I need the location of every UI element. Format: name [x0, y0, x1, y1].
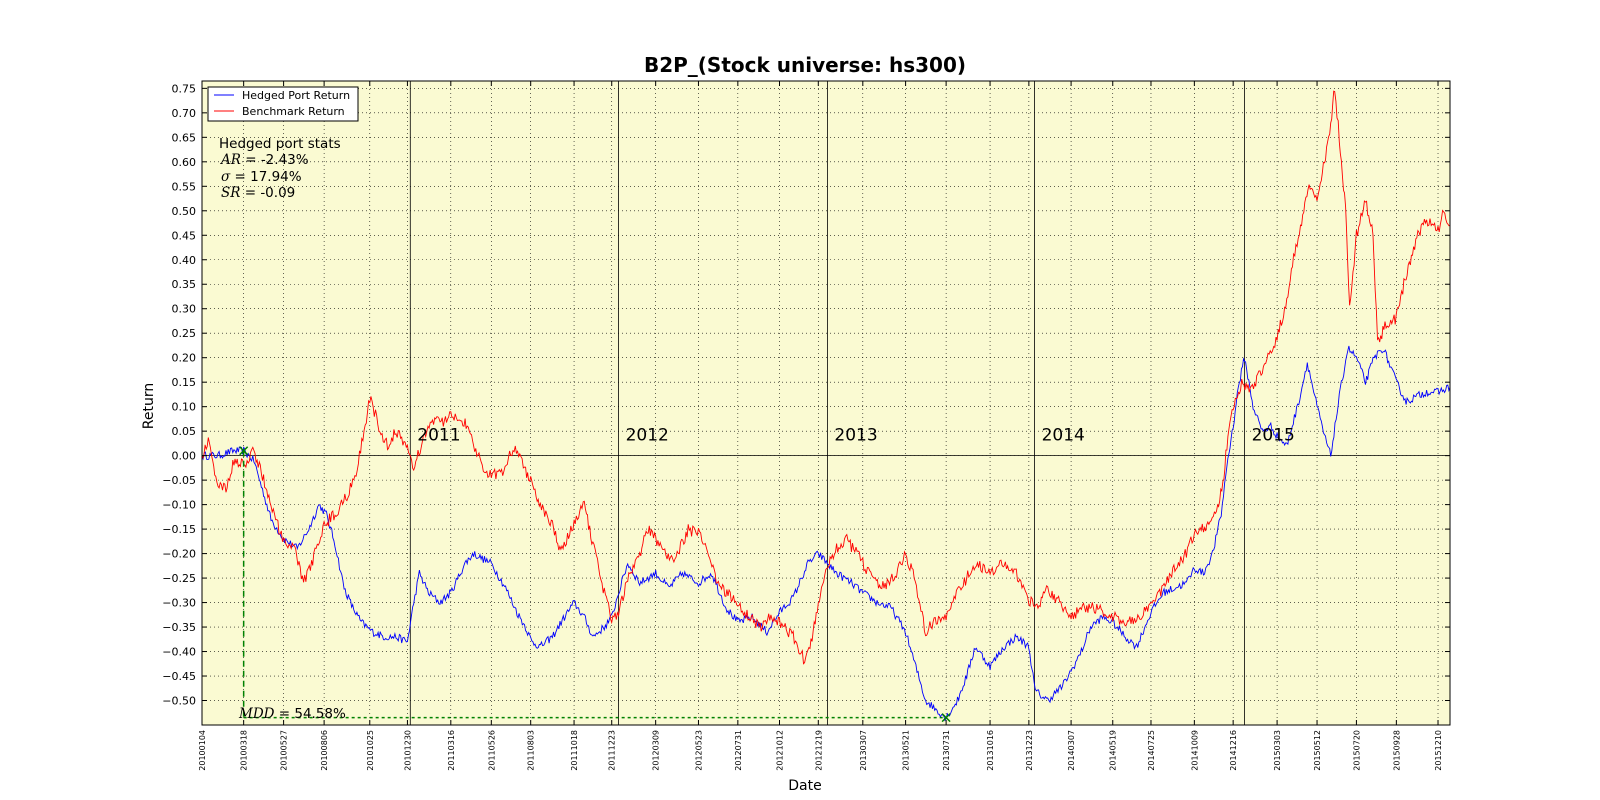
stat-ar-symbol: AR =	[219, 152, 261, 168]
stat-sigma-value: 17.94%	[250, 169, 302, 185]
x-tick-label: 20150720	[1352, 730, 1361, 771]
x-tick-label: 20120309	[652, 730, 661, 771]
stat-mdd-value: 54.58%	[294, 706, 346, 722]
drawdown-markers	[239, 446, 951, 723]
chart-title: B2P_(Stock universe: hs300)	[644, 53, 966, 77]
plot-frame	[201, 80, 1451, 726]
stats-box: Hedged port stats AR = -2.43% σ = 17.94%…	[219, 136, 341, 201]
x-tick-label: 20120523	[694, 730, 703, 771]
x-tick-label: 20100104	[198, 730, 207, 771]
year-lines	[409, 81, 1245, 725]
y-tick-label: −0.45	[162, 670, 196, 683]
y-tick-label: 0.00	[172, 450, 197, 463]
y-tick-label: 0.50	[172, 205, 197, 218]
x-tick-label: 20110316	[447, 730, 456, 771]
x-tick-label: 20140725	[1147, 730, 1156, 771]
y-tick-label: −0.20	[162, 548, 196, 561]
year-label: 2013	[834, 426, 877, 446]
x-tick-label: 20150303	[1273, 730, 1282, 771]
y-tick-label: −0.10	[162, 499, 196, 512]
x-tick-label: 20100806	[320, 730, 329, 771]
x-tick-label: 20140519	[1109, 730, 1118, 771]
y-tick-label: 0.40	[172, 254, 197, 267]
x-tick-label: 20141216	[1229, 730, 1238, 771]
year-label: 2015	[1252, 426, 1295, 446]
x-tick-label: 20100527	[280, 730, 289, 771]
y-axis: −0.50 −0.45 −0.40 −0.35 −0.30 −0.25 −0.20 −0.15…	[162, 82, 1450, 708]
x-tick-label: 20130731	[942, 730, 951, 771]
x-tick-label: 20120731	[734, 730, 743, 771]
y-tick-label: 0.10	[172, 401, 197, 414]
legend-label-benchmark: Benchmark Return	[242, 105, 345, 118]
y-tick-label: 0.45	[172, 229, 197, 242]
series-line-benchmark	[201, 90, 1451, 665]
x-tick-label: 20100318	[240, 730, 249, 771]
y-tick-label: −0.25	[162, 572, 196, 585]
x-tick-label: 20111223	[608, 730, 617, 771]
year-label: 2014	[1042, 426, 1085, 446]
x-tick-label: 20130521	[902, 730, 911, 771]
y-tick-label: 0.20	[172, 352, 197, 365]
x-axis: 20100104 20100318 20100527 20100806 20101025…	[198, 81, 1443, 771]
y-tick-label: 0.30	[172, 303, 197, 316]
x-tick-label: 20111018	[570, 730, 579, 771]
y-tick-label: 0.55	[172, 180, 197, 193]
stat-mdd-symbol: MDD =	[238, 706, 294, 722]
legend-label-hedged: Hedged Port Return	[242, 89, 350, 102]
y-tick-label: 0.35	[172, 278, 197, 291]
stat-sigma-symbol: σ =	[221, 169, 250, 185]
y-axis-label: Return	[141, 383, 157, 429]
stat-ar-value: -2.43%	[261, 152, 309, 168]
x-tick-label: 20101025	[366, 730, 375, 771]
y-tick-label: 0.05	[172, 425, 197, 438]
legend: Hedged Port Return Benchmark Return	[207, 86, 359, 122]
x-tick-label: 20140307	[1067, 730, 1076, 771]
y-tick-label: 0.75	[172, 82, 197, 95]
x-tick-label: 20110526	[487, 730, 496, 771]
peak-marker	[239, 446, 249, 456]
y-tick-label: −0.35	[162, 621, 196, 634]
x-axis-label: Date	[788, 778, 821, 794]
x-tick-label: 20121012	[775, 730, 784, 771]
year-label: 2011	[417, 426, 460, 446]
x-tick-label: 20131016	[986, 730, 995, 771]
y-tick-label: 0.65	[172, 131, 197, 144]
plot-area	[202, 81, 1450, 725]
stat-sr-symbol: SR =	[221, 185, 260, 201]
y-tick-label: −0.40	[162, 646, 196, 659]
stat-ar: AR = -2.43%	[219, 152, 309, 168]
x-tick-label: 20110803	[527, 730, 536, 771]
stat-mdd: MDD = 54.58%	[238, 706, 346, 722]
stats-heading: Hedged port stats	[219, 136, 341, 152]
x-tick-label: 20150928	[1392, 730, 1401, 771]
stat-sigma: σ = 17.94%	[221, 169, 302, 185]
x-tick-label: 20121219	[814, 730, 823, 771]
year-labels: 2011 2012 2013 2014 2015	[417, 426, 1295, 446]
trough-marker	[941, 713, 951, 723]
series-line-hedged	[201, 345, 1451, 722]
y-tick-label: −0.15	[162, 523, 196, 536]
stat-sr: SR = -0.09	[221, 185, 295, 201]
x-tick-label: 20141009	[1190, 730, 1199, 771]
y-tick-label: 0.60	[172, 156, 197, 169]
y-tick-label: 0.15	[172, 376, 197, 389]
y-tick-label: 0.70	[172, 107, 197, 120]
y-tick-label: 0.25	[172, 327, 197, 340]
x-tick-label: 20150512	[1313, 730, 1322, 771]
x-tick-label: 20101230	[403, 730, 412, 771]
x-tick-label: 20130307	[859, 730, 868, 771]
y-tick-label: −0.50	[162, 695, 196, 708]
x-tick-label: 20151210	[1434, 730, 1443, 771]
series-lines	[201, 90, 1451, 722]
y-tick-label: −0.30	[162, 597, 196, 610]
y-tick-label: −0.05	[162, 474, 196, 487]
stat-sr-value: -0.09	[260, 185, 295, 201]
x-tick-label: 20131223	[1025, 730, 1034, 771]
year-label: 2012	[626, 426, 669, 446]
legend-box	[207, 86, 359, 122]
